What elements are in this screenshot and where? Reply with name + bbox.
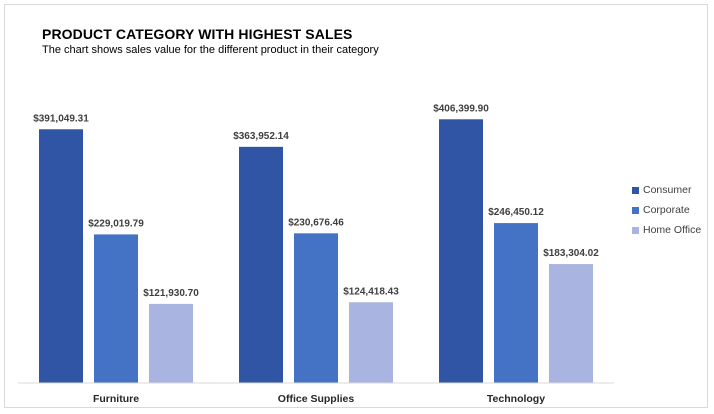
- legend-swatch: [632, 226, 639, 234]
- bar-technology-consumer: [439, 119, 483, 383]
- bar-technology-corporate: [494, 223, 538, 383]
- legend-swatch: [632, 186, 639, 194]
- bar-office-supplies-corporate: [294, 233, 338, 383]
- legend-label: Consumer: [643, 184, 692, 196]
- data-label: $246,450.12: [488, 207, 544, 218]
- bars-group: $391,049.31 $229,019.79 $121,930.70 $363,95…: [33, 103, 599, 383]
- data-label: $391,049.31: [33, 113, 89, 124]
- bar-furniture-consumer: [39, 129, 83, 383]
- category-label: Office Supplies: [278, 393, 355, 405]
- bar-office-supplies-consumer: [239, 146, 283, 383]
- data-label: $183,304.02: [543, 248, 599, 259]
- category-label: Technology: [487, 393, 545, 405]
- legend-label: Home Office: [643, 224, 702, 236]
- chart-title: PRODUCT CATEGORY WITH HIGHEST SALES: [42, 26, 353, 42]
- legend-item: Corporate: [632, 200, 701, 220]
- data-label: $406,399.90: [433, 103, 489, 114]
- legend: Consumer Corporate Home Office: [632, 180, 701, 240]
- legend-item: Home Office: [632, 220, 701, 240]
- data-label: $230,676.46: [288, 217, 344, 228]
- bar-office-supplies-home-office: [349, 302, 393, 383]
- data-label: $121,930.70: [143, 288, 199, 299]
- bar-technology-home-office: [549, 264, 593, 383]
- category-labels: Furniture Office Supplies Technology: [93, 393, 545, 405]
- legend-label: Corporate: [643, 204, 690, 216]
- data-label: $363,952.14: [233, 131, 289, 142]
- bar-furniture-home-office: [149, 303, 193, 383]
- legend-swatch: [632, 206, 639, 214]
- data-label: $229,019.79: [88, 218, 144, 229]
- category-label: Furniture: [93, 393, 139, 405]
- data-label: $124,418.43: [343, 286, 399, 297]
- bar-furniture-corporate: [94, 234, 138, 383]
- legend-item: Consumer: [632, 180, 701, 200]
- chart-subtitle: The chart shows sales value for the diff…: [42, 44, 379, 56]
